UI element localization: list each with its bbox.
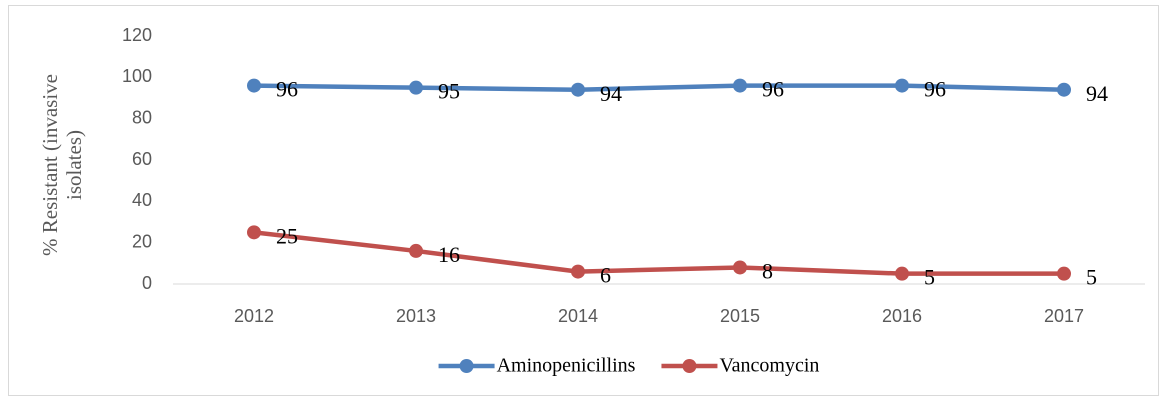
legend-label: Aminopenicillins (497, 355, 636, 377)
legend: Aminopenicillins Vancomycin (438, 355, 819, 377)
data-label: 94 (600, 81, 622, 106)
data-label: 94 (1086, 81, 1108, 106)
data-label: 6 (600, 263, 611, 288)
y-tick-label: 60 (132, 149, 152, 169)
y-tick-label: 120 (122, 25, 152, 45)
legend-label: Vancomycin (719, 355, 819, 377)
data-label: 5 (1086, 265, 1097, 290)
y-tick-label: 20 (132, 231, 152, 251)
legend-item: Aminopenicillins (438, 355, 636, 377)
x-tick-label: 2016 (882, 306, 922, 326)
data-label: 16 (438, 242, 460, 267)
data-label: 96 (276, 77, 298, 102)
legend-marker (459, 359, 474, 373)
point (895, 78, 909, 93)
point (733, 78, 747, 93)
x-tick-label: 2013 (396, 306, 436, 326)
legend-marker (682, 359, 697, 373)
x-tick-label: 2012 (234, 306, 274, 326)
x-tick-label: 2017 (1044, 306, 1084, 326)
point (409, 243, 423, 258)
data-label: 96 (924, 77, 946, 102)
x-tick-label: 2015 (720, 306, 760, 326)
series-line (253, 230, 1064, 276)
series-line (253, 83, 1065, 92)
point (247, 225, 261, 240)
point (1057, 82, 1071, 97)
point (895, 266, 909, 281)
point (571, 264, 585, 279)
point (1057, 266, 1071, 281)
data-label: 25 (276, 223, 298, 248)
y-tick-label: 100 (122, 66, 152, 86)
y-tick-label: 80 (132, 107, 152, 127)
point (733, 260, 747, 275)
legend-item: Vancomycin (661, 355, 819, 377)
data-label: 96 (762, 77, 784, 102)
data-label: 95 (438, 79, 460, 104)
y-axis-title: % Resistant (invasive isolates) (38, 74, 86, 256)
y-tick-label: 40 (132, 190, 152, 210)
data-label: 5 (924, 265, 935, 290)
x-tick-label: 2014 (558, 306, 598, 326)
point (571, 82, 585, 97)
y-tick-label: 0 (142, 273, 152, 293)
point (409, 80, 423, 95)
point (247, 78, 261, 93)
data-label: 8 (762, 259, 773, 284)
chart-border (8, 5, 1159, 396)
